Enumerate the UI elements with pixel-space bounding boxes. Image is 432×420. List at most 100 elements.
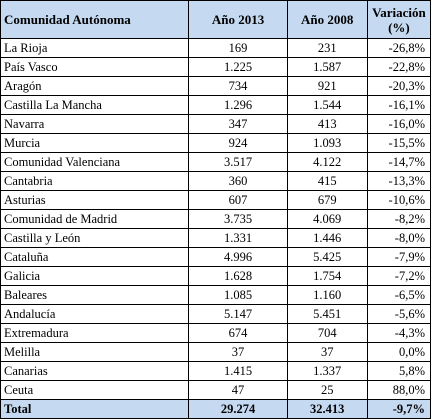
cell-year-2013: 1.628 bbox=[188, 266, 288, 286]
header-variation: Variación (%) bbox=[366, 0, 432, 39]
cell-region: Canarias bbox=[0, 361, 190, 381]
table-row: Extremadura 674 704 -4,3% bbox=[0, 323, 432, 343]
cell-year-2013: 47 bbox=[188, 380, 288, 400]
cell-variation: -20,3% bbox=[366, 76, 432, 96]
table-row: Cataluña 4.996 5.425 -7,9% bbox=[0, 247, 432, 267]
cell-year-2013: 1.415 bbox=[188, 361, 288, 381]
cell-region: Castilla La Mancha bbox=[0, 95, 190, 115]
cell-region: Baleares bbox=[0, 285, 190, 305]
cell-variation: -6,5% bbox=[366, 285, 432, 305]
table-row: Baleares 1.085 1.160 -6,5% bbox=[0, 285, 432, 305]
cell-variation: -16,1% bbox=[366, 95, 432, 115]
table-row: Castilla y León 1.331 1.446 -8,0% bbox=[0, 228, 432, 248]
cell-variation: -10,6% bbox=[366, 190, 432, 210]
cell-year-2008: 4.069 bbox=[286, 209, 368, 229]
cell-year-2013: 4.996 bbox=[188, 247, 288, 267]
cell-year-2008: 1.754 bbox=[286, 266, 368, 286]
cell-region: Galicia bbox=[0, 266, 190, 286]
table-row: Asturias 607 679 -10,6% bbox=[0, 190, 432, 210]
cell-region: La Rioja bbox=[0, 38, 190, 58]
table-footer: Total 29.274 32.413 -9,7% bbox=[0, 399, 432, 419]
cell-variation: 0,0% bbox=[366, 342, 432, 362]
cell-year-2013: 607 bbox=[188, 190, 288, 210]
table-row: Cantabria 360 415 -13,3% bbox=[0, 171, 432, 191]
table-row: Andalucía 5.147 5.451 -5,6% bbox=[0, 304, 432, 324]
table-row: Canarias 1.415 1.337 5,8% bbox=[0, 361, 432, 381]
cell-year-2013: 3.735 bbox=[188, 209, 288, 229]
cell-year-2013: 1.225 bbox=[188, 57, 288, 77]
header-year-2008: Año 2008 bbox=[286, 0, 368, 39]
cell-region: Castilla y León bbox=[0, 228, 190, 248]
cell-year-2008: 25 bbox=[286, 380, 368, 400]
cell-variation: 5,8% bbox=[366, 361, 432, 381]
cell-year-2008: 1.160 bbox=[286, 285, 368, 305]
cell-year-2013: 169 bbox=[188, 38, 288, 58]
cell-year-2013: 3.517 bbox=[188, 152, 288, 172]
cell-variation: -14,7% bbox=[366, 152, 432, 172]
table-body: La Rioja 169 231 -26,8% País Vasco 1.225 1.587… bbox=[0, 38, 432, 400]
cell-variation: -5,6% bbox=[366, 304, 432, 324]
cell-region: Comunidad de Madrid bbox=[0, 209, 190, 229]
table-row: País Vasco 1.225 1.587 -22,8% bbox=[0, 57, 432, 77]
cell-region: Melilla bbox=[0, 342, 190, 362]
cell-variation: -13,3% bbox=[366, 171, 432, 191]
cell-region: Comunidad Valenciana bbox=[0, 152, 190, 172]
table-row: Comunidad de Madrid 3.735 4.069 -8,2% bbox=[0, 209, 432, 229]
cell-year-2008: 1.093 bbox=[286, 133, 368, 153]
table-row: Aragón 734 921 -20,3% bbox=[0, 76, 432, 96]
header-row: Comunidad Autónoma Año 2013 Año 2008 Var… bbox=[0, 0, 432, 39]
cell-year-2013: 1.296 bbox=[188, 95, 288, 115]
cell-region: Murcia bbox=[0, 133, 190, 153]
cell-region: Extremadura bbox=[0, 323, 190, 343]
header-year-2013: Año 2013 bbox=[188, 0, 288, 39]
cell-year-2008: 1.337 bbox=[286, 361, 368, 381]
cell-year-2008: 1.587 bbox=[286, 57, 368, 77]
header-region: Comunidad Autónoma bbox=[0, 0, 190, 39]
table-header: Comunidad Autónoma Año 2013 Año 2008 Var… bbox=[0, 0, 432, 39]
cell-year-2008: 704 bbox=[286, 323, 368, 343]
total-label: Total bbox=[0, 399, 190, 419]
cell-year-2008: 921 bbox=[286, 76, 368, 96]
cell-region: Aragón bbox=[0, 76, 190, 96]
header-variation-label: Variación bbox=[372, 4, 426, 20]
cell-year-2013: 674 bbox=[188, 323, 288, 343]
cell-year-2013: 734 bbox=[188, 76, 288, 96]
table-row: Ceuta 47 25 88,0% bbox=[0, 380, 432, 400]
cell-year-2008: 5.451 bbox=[286, 304, 368, 324]
cell-year-2008: 1.446 bbox=[286, 228, 368, 248]
table-row: Murcia 924 1.093 -15,5% bbox=[0, 133, 432, 153]
table-row: Galicia 1.628 1.754 -7,2% bbox=[0, 266, 432, 286]
cell-year-2013: 37 bbox=[188, 342, 288, 362]
cell-variation: 88,0% bbox=[366, 380, 432, 400]
cell-year-2013: 360 bbox=[188, 171, 288, 191]
cell-variation: -15,5% bbox=[366, 133, 432, 153]
total-variation: -9,7% bbox=[366, 399, 432, 419]
cell-year-2008: 231 bbox=[286, 38, 368, 58]
table-row: Navarra 347 413 -16,0% bbox=[0, 114, 432, 134]
cell-variation: -8,0% bbox=[366, 228, 432, 248]
total-row: Total 29.274 32.413 -9,7% bbox=[0, 399, 432, 419]
cell-year-2008: 1.544 bbox=[286, 95, 368, 115]
cell-region: Andalucía bbox=[0, 304, 190, 324]
cell-year-2008: 413 bbox=[286, 114, 368, 134]
cell-year-2008: 415 bbox=[286, 171, 368, 191]
cell-year-2008: 37 bbox=[286, 342, 368, 362]
cell-variation: -26,8% bbox=[366, 38, 432, 58]
cell-year-2013: 1.085 bbox=[188, 285, 288, 305]
cell-region: Ceuta bbox=[0, 380, 190, 400]
cell-variation: -7,9% bbox=[366, 247, 432, 267]
total-2008: 32.413 bbox=[286, 399, 368, 419]
cell-variation: -7,2% bbox=[366, 266, 432, 286]
cell-variation: -22,8% bbox=[366, 57, 432, 77]
cell-year-2008: 679 bbox=[286, 190, 368, 210]
cell-year-2008: 5.425 bbox=[286, 247, 368, 267]
cell-region: País Vasco bbox=[0, 57, 190, 77]
cell-region: Cantabria bbox=[0, 171, 190, 191]
cell-variation: -8,2% bbox=[366, 209, 432, 229]
cell-variation: -4,3% bbox=[366, 323, 432, 343]
cell-year-2013: 1.331 bbox=[188, 228, 288, 248]
cell-year-2013: 347 bbox=[188, 114, 288, 134]
cell-year-2013: 5.147 bbox=[188, 304, 288, 324]
table-row: La Rioja 169 231 -26,8% bbox=[0, 38, 432, 58]
